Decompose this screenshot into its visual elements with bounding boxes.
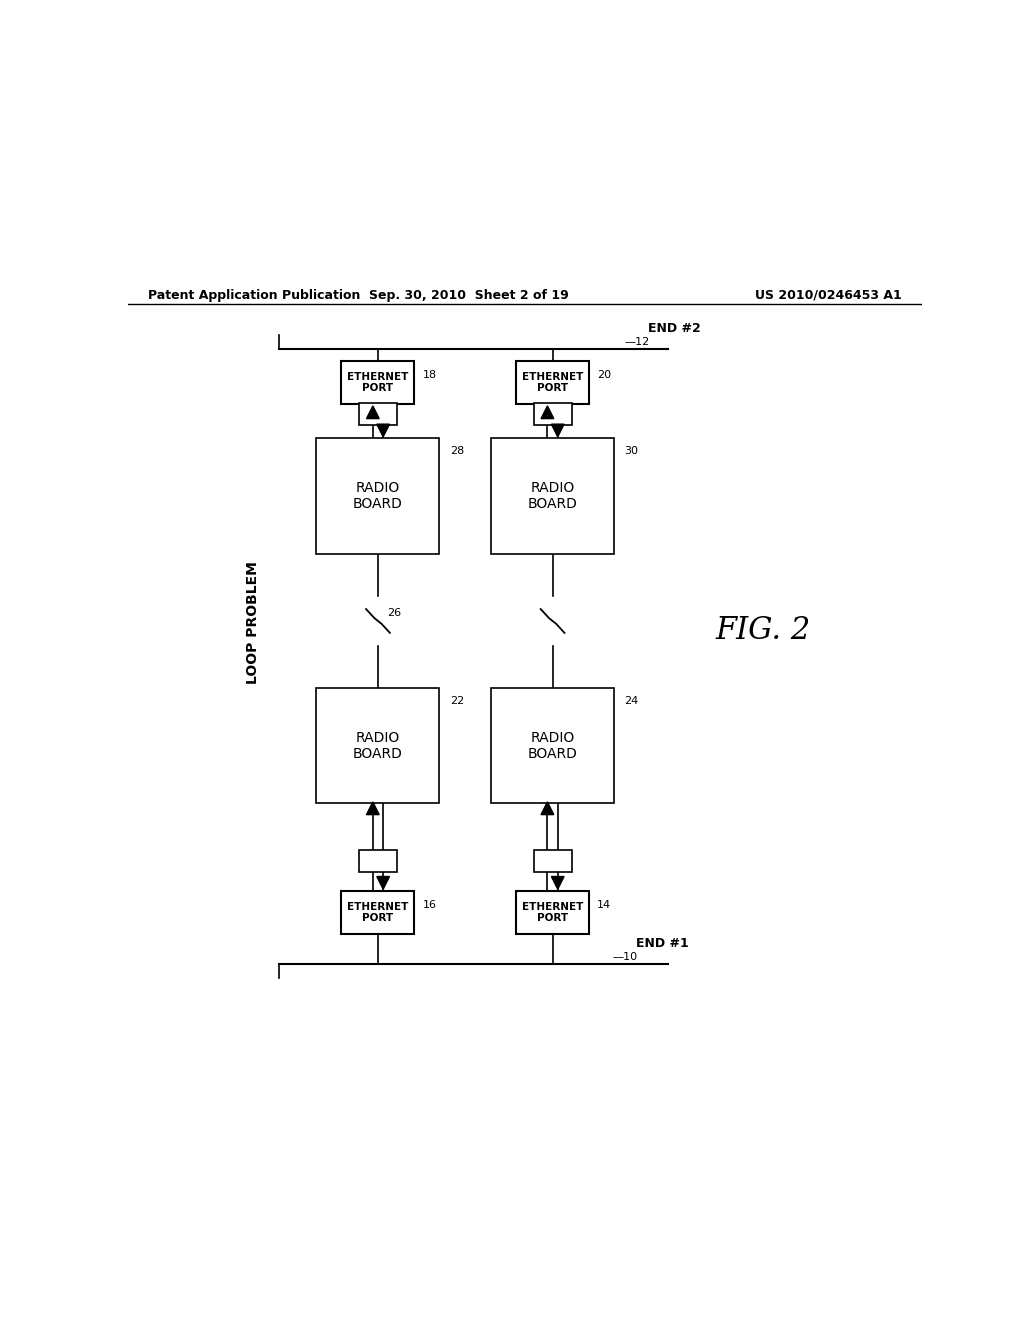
FancyBboxPatch shape (316, 689, 439, 804)
FancyBboxPatch shape (516, 360, 589, 404)
Text: 28: 28 (450, 446, 464, 457)
Text: LOOP PROBLEM: LOOP PROBLEM (247, 561, 260, 684)
Text: END #2: END #2 (648, 322, 700, 335)
Text: FIG. 2: FIG. 2 (715, 615, 811, 647)
Text: ETHERNET
PORT: ETHERNET PORT (347, 902, 409, 924)
FancyBboxPatch shape (359, 850, 397, 873)
Polygon shape (541, 803, 554, 814)
Text: Patent Application Publication: Patent Application Publication (147, 289, 360, 302)
FancyBboxPatch shape (316, 438, 439, 553)
Text: US 2010/0246453 A1: US 2010/0246453 A1 (755, 289, 902, 302)
Text: 18: 18 (423, 370, 436, 380)
Text: ETHERNET
PORT: ETHERNET PORT (347, 372, 409, 393)
FancyBboxPatch shape (492, 689, 614, 804)
Polygon shape (367, 803, 379, 814)
FancyBboxPatch shape (534, 403, 571, 425)
Polygon shape (551, 876, 564, 890)
Text: Sep. 30, 2010  Sheet 2 of 19: Sep. 30, 2010 Sheet 2 of 19 (370, 289, 569, 302)
FancyBboxPatch shape (341, 891, 415, 935)
FancyBboxPatch shape (359, 403, 397, 425)
Text: 30: 30 (625, 446, 638, 457)
Text: 22: 22 (450, 697, 464, 706)
Text: ETHERNET
PORT: ETHERNET PORT (522, 902, 584, 924)
FancyBboxPatch shape (341, 360, 415, 404)
Text: RADIO
BOARD: RADIO BOARD (527, 480, 578, 511)
Text: —10: —10 (612, 952, 637, 962)
Text: RADIO
BOARD: RADIO BOARD (353, 480, 402, 511)
Text: RADIO
BOARD: RADIO BOARD (353, 731, 402, 762)
Text: 26: 26 (387, 609, 401, 618)
FancyBboxPatch shape (492, 438, 614, 553)
FancyBboxPatch shape (534, 850, 571, 873)
Text: RADIO
BOARD: RADIO BOARD (527, 731, 578, 762)
Polygon shape (541, 407, 554, 418)
Text: END #1: END #1 (636, 937, 689, 950)
Text: 14: 14 (597, 900, 611, 909)
Text: 20: 20 (597, 370, 611, 380)
Text: 24: 24 (625, 697, 639, 706)
Polygon shape (377, 876, 389, 890)
Polygon shape (551, 424, 564, 437)
Polygon shape (367, 407, 379, 418)
FancyBboxPatch shape (516, 891, 589, 935)
Text: 16: 16 (423, 900, 436, 909)
Text: —12: —12 (624, 337, 649, 347)
Polygon shape (377, 424, 389, 437)
Text: ETHERNET
PORT: ETHERNET PORT (522, 372, 584, 393)
